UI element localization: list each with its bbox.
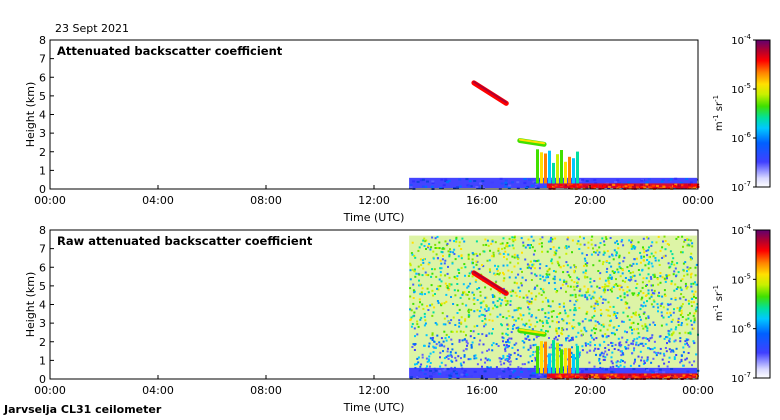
y-tick-label: 8 bbox=[39, 224, 46, 237]
x-tick-label: 08:00 bbox=[250, 384, 282, 397]
x-tick-label: 16:00 bbox=[466, 384, 498, 397]
y-tick-label: 5 bbox=[39, 280, 46, 293]
panel-title: Raw attenuated backscatter coefficient bbox=[57, 234, 313, 248]
panel-title: Attenuated backscatter coefficient bbox=[57, 44, 283, 58]
y-tick-label: 8 bbox=[39, 34, 46, 47]
cloud-layer-mark bbox=[471, 80, 509, 106]
x-tick-label: 00:00 bbox=[682, 384, 714, 397]
colorbar-tick-label: 10-7 bbox=[731, 371, 751, 385]
x-tick-label: 00:00 bbox=[34, 384, 66, 397]
colorbar bbox=[755, 229, 771, 379]
y-tick-label: 3 bbox=[39, 127, 46, 140]
plot-area bbox=[50, 230, 698, 379]
panel-attenuated-backscatter: Attenuated backscatter coefficient 0 1 2 3 4… bbox=[24, 33, 771, 224]
x-tick-label: 12:00 bbox=[358, 384, 390, 397]
colorbar-tick-label: 10-6 bbox=[731, 322, 751, 336]
x-tick-label: 20:00 bbox=[574, 384, 606, 397]
y-tick-label: 6 bbox=[39, 261, 46, 274]
surface-layer-mark bbox=[546, 183, 700, 190]
x-axis-label: Time (UTC) bbox=[343, 211, 405, 224]
y-axis-label: Height (km) bbox=[24, 272, 37, 338]
y-tick-label: 5 bbox=[39, 90, 46, 103]
plot-area bbox=[50, 40, 698, 189]
colorbar-label: m-1 sr-1 bbox=[712, 285, 725, 321]
colorbar bbox=[755, 39, 771, 188]
y-tick-label: 7 bbox=[39, 243, 46, 256]
y-tick-label: 3 bbox=[39, 317, 46, 330]
colorbar-label: m-1 sr-1 bbox=[712, 95, 725, 131]
x-tick-label: 08:00 bbox=[250, 194, 282, 207]
cloud-layer-mark bbox=[517, 328, 547, 337]
x-tick-label: 16:00 bbox=[466, 194, 498, 207]
noise-field bbox=[409, 235, 699, 370]
cloud-layer-mark bbox=[471, 270, 509, 296]
x-axis-label: Time (UTC) bbox=[343, 401, 405, 414]
x-tick-label: 12:00 bbox=[358, 194, 390, 207]
y-tick-label: 0 bbox=[39, 373, 46, 386]
panel-raw-attenuated-backscatter: Raw attenuated backscatter coefficient 0… bbox=[24, 223, 771, 414]
colorbar-tick-label: 10-6 bbox=[731, 131, 751, 145]
x-tick-label: 00:00 bbox=[682, 194, 714, 207]
y-tick-label: 1 bbox=[39, 164, 46, 177]
colorbar-tick-label: 10-7 bbox=[731, 180, 751, 194]
y-tick-label: 1 bbox=[39, 354, 46, 367]
instrument-label: Jarvselja CL31 ceilometer bbox=[3, 403, 162, 416]
y-tick-label: 4 bbox=[39, 299, 46, 312]
y-tick-label: 0 bbox=[39, 183, 46, 196]
x-tick-label: 04:00 bbox=[142, 384, 174, 397]
y-tick-label: 6 bbox=[39, 71, 46, 84]
precipitation-mark bbox=[536, 149, 579, 184]
y-axis-label: Height (km) bbox=[24, 82, 37, 148]
date-label: 23 Sept 2021 bbox=[55, 22, 129, 35]
x-tick-label: 00:00 bbox=[34, 194, 66, 207]
precipitation-mark bbox=[536, 340, 579, 374]
x-tick-label: 20:00 bbox=[574, 194, 606, 207]
colorbar-tick-label: 10-5 bbox=[731, 272, 751, 286]
surface-layer-mark bbox=[546, 373, 699, 380]
y-tick-label: 7 bbox=[39, 53, 46, 66]
colorbar-tick-label: 10-4 bbox=[731, 33, 751, 47]
y-tick-label: 4 bbox=[39, 109, 46, 122]
colorbar-tick-label: 10-4 bbox=[731, 223, 751, 237]
y-tick-label: 2 bbox=[39, 146, 46, 159]
x-tick-label: 04:00 bbox=[142, 194, 174, 207]
colorbar-tick-label: 10-5 bbox=[731, 82, 751, 96]
y-tick-label: 2 bbox=[39, 336, 46, 349]
cloud-layer-mark bbox=[517, 138, 547, 147]
